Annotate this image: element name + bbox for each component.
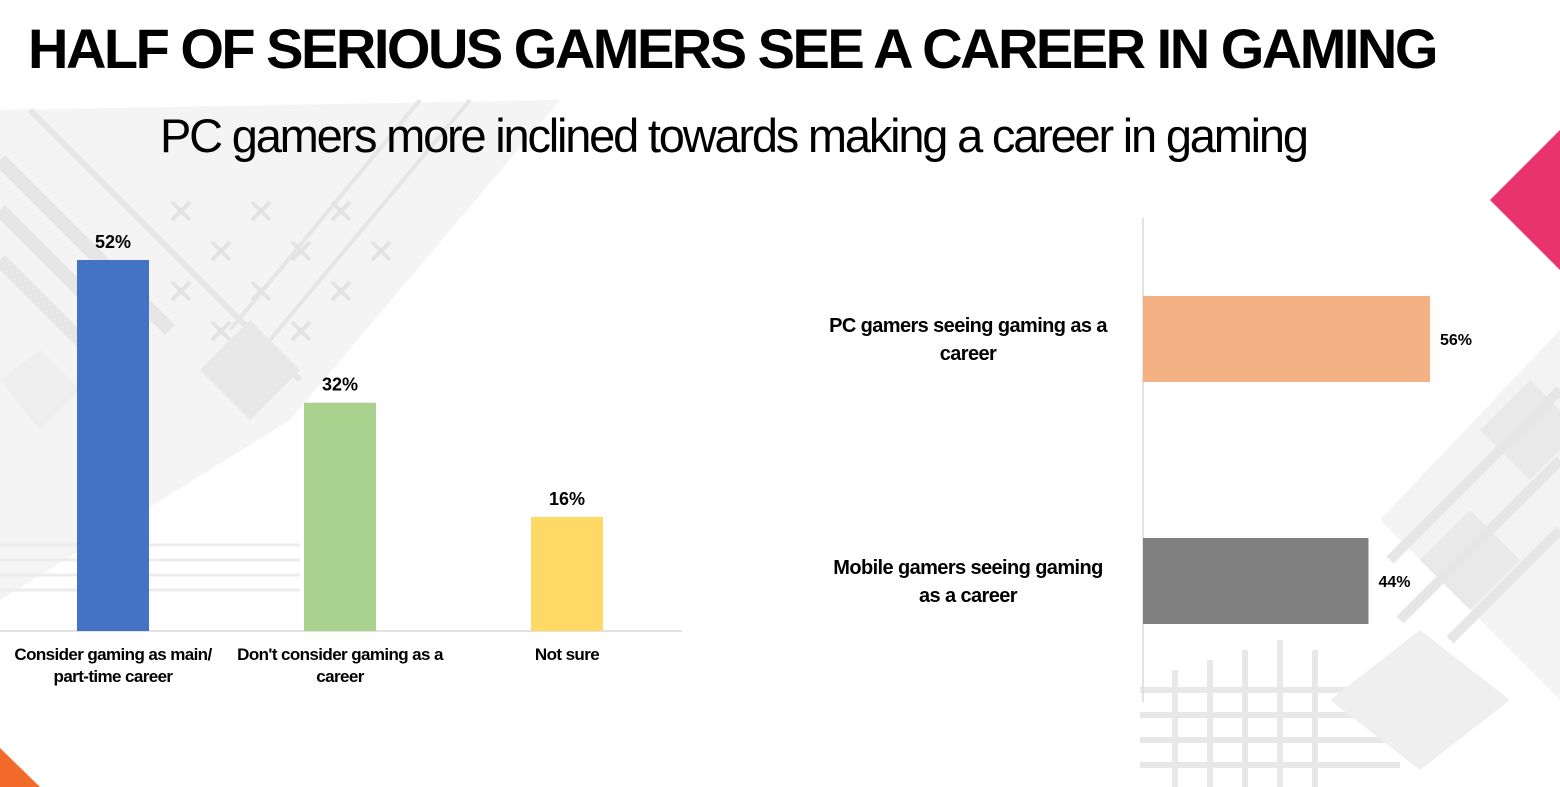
bar-1 (1143, 538, 1369, 624)
category-label-0-line-0: PC gamers seeing gaming as a (829, 315, 1108, 337)
category-label-2-line-0: Not sure (535, 645, 599, 664)
data-label-0: 52% (95, 232, 131, 252)
bar-0 (1143, 296, 1430, 382)
pink-accent-shape (1490, 130, 1560, 270)
category-label-0-line-1: career (940, 343, 997, 365)
data-label-1: 32% (322, 375, 358, 395)
pc-vs-mobile-career-bar-chart: 56% PC gamers seeing gaming as a career 44%… (829, 218, 1472, 702)
slide-subtitle: PC gamers more inclined towards making a… (160, 109, 1309, 162)
category-label-1-line-0: Don't consider gaming as a (237, 645, 444, 664)
orange-accent-shape (0, 748, 40, 787)
category-label-1-line-1: career (316, 667, 364, 686)
bar-2 (531, 516, 603, 631)
data-label-0: 56% (1440, 332, 1472, 349)
category-label-1-line-0: Mobile gamers seeing gaming (833, 557, 1102, 579)
category-label-0-line-1: part-time career (54, 667, 174, 686)
bar-1 (304, 402, 376, 631)
bar-0 (77, 260, 149, 631)
category-label-1-line-1: as a career (919, 585, 1018, 607)
slide-title: HALF OF SERIOUS GAMERS SEE A CAREER IN G… (28, 17, 1438, 80)
background-geometric-pattern-right (1140, 330, 1560, 787)
category-label-0-line-0: Consider gaming as main/ (14, 645, 212, 664)
data-label-1: 44% (1379, 574, 1411, 591)
data-label-2: 16% (549, 489, 585, 509)
career-consideration-bar-chart: 52% Consider gaming as main/part-time car… (0, 232, 682, 686)
